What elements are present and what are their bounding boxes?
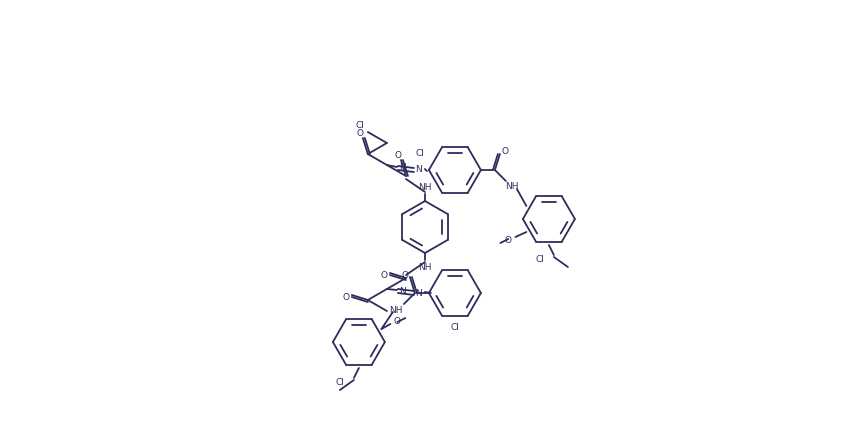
Text: Cl: Cl — [535, 255, 544, 264]
Text: Cl: Cl — [336, 378, 344, 387]
Text: O: O — [381, 270, 388, 279]
Text: O: O — [356, 129, 363, 138]
Text: O: O — [505, 236, 512, 245]
Text: N: N — [416, 288, 423, 297]
Text: O: O — [394, 317, 401, 326]
Text: NH: NH — [418, 183, 432, 192]
Text: N: N — [400, 163, 406, 172]
Text: N: N — [416, 165, 423, 174]
Text: Cl: Cl — [451, 323, 459, 332]
Text: N: N — [400, 286, 406, 295]
Text: O: O — [394, 151, 401, 160]
Text: NH: NH — [505, 182, 519, 191]
Text: O: O — [401, 270, 408, 279]
Text: Cl: Cl — [416, 148, 425, 157]
Text: NH: NH — [389, 306, 403, 315]
Text: O: O — [501, 147, 509, 156]
Text: NH: NH — [418, 263, 432, 272]
Text: O: O — [343, 292, 349, 301]
Text: Cl: Cl — [355, 120, 365, 129]
